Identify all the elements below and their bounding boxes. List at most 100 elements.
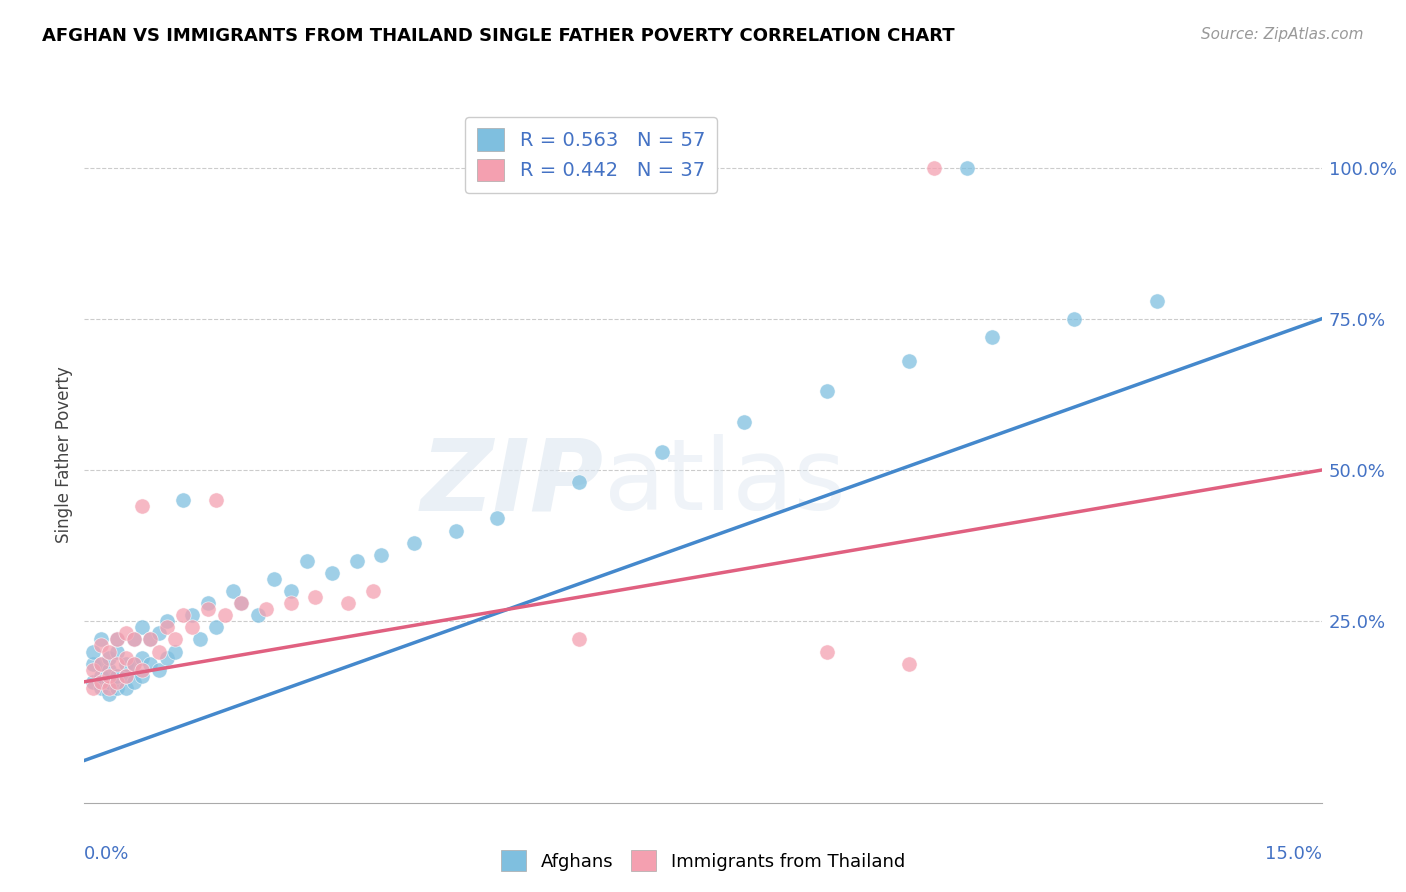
Y-axis label: Single Father Poverty: Single Father Poverty — [55, 367, 73, 543]
Point — [139, 632, 162, 647]
Text: AFGHAN VS IMMIGRANTS FROM THAILAND SINGLE FATHER POVERTY CORRELATION CHART: AFGHAN VS IMMIGRANTS FROM THAILAND SINGL… — [42, 27, 955, 45]
Point — [956, 161, 979, 175]
Point — [98, 644, 121, 658]
Point — [246, 608, 269, 623]
Point — [82, 657, 104, 671]
Point — [165, 632, 187, 647]
Point — [156, 650, 179, 665]
Point — [114, 650, 136, 665]
Point — [90, 657, 112, 671]
Point — [131, 663, 153, 677]
Point — [1063, 311, 1085, 326]
Point — [980, 330, 1002, 344]
Point — [98, 681, 121, 695]
Point — [105, 674, 128, 689]
Point — [337, 596, 360, 610]
Point — [361, 584, 384, 599]
Point — [90, 669, 112, 683]
Point — [114, 681, 136, 695]
Point — [346, 554, 368, 568]
Point — [214, 608, 236, 623]
Point — [105, 632, 128, 647]
Point — [1146, 293, 1168, 308]
Point — [114, 657, 136, 671]
Point — [98, 650, 121, 665]
Point — [197, 602, 219, 616]
Point — [98, 669, 121, 683]
Point — [205, 620, 228, 634]
Point — [131, 669, 153, 683]
Point — [898, 657, 921, 671]
Point — [98, 674, 121, 689]
Point — [105, 669, 128, 683]
Point — [90, 674, 112, 689]
Point — [122, 632, 145, 647]
Point — [370, 548, 392, 562]
Point — [82, 681, 104, 695]
Text: Source: ZipAtlas.com: Source: ZipAtlas.com — [1201, 27, 1364, 42]
Point — [485, 511, 508, 525]
Point — [197, 596, 219, 610]
Point — [114, 626, 136, 640]
Point — [280, 596, 302, 610]
Point — [733, 415, 755, 429]
Point — [172, 493, 194, 508]
Point — [172, 608, 194, 623]
Point — [98, 663, 121, 677]
Point — [295, 554, 318, 568]
Point — [156, 615, 179, 629]
Point — [280, 584, 302, 599]
Point — [404, 535, 426, 549]
Point — [922, 161, 945, 175]
Point — [122, 657, 145, 671]
Text: 0.0%: 0.0% — [84, 845, 129, 863]
Point — [156, 620, 179, 634]
Point — [139, 632, 162, 647]
Point — [90, 657, 112, 671]
Point — [131, 500, 153, 514]
Point — [131, 620, 153, 634]
Point — [105, 681, 128, 695]
Text: atlas: atlas — [605, 434, 845, 532]
Point — [651, 445, 673, 459]
Point — [148, 663, 170, 677]
Point — [568, 475, 591, 490]
Point — [321, 566, 343, 580]
Point — [815, 384, 838, 399]
Point — [114, 669, 136, 683]
Point — [568, 632, 591, 647]
Point — [82, 674, 104, 689]
Text: 15.0%: 15.0% — [1264, 845, 1322, 863]
Point — [165, 644, 187, 658]
Point — [122, 632, 145, 647]
Point — [898, 354, 921, 368]
Point — [105, 632, 128, 647]
Point — [98, 687, 121, 701]
Point — [222, 584, 245, 599]
Text: ZIP: ZIP — [420, 434, 605, 532]
Point — [131, 650, 153, 665]
Point — [205, 493, 228, 508]
Point — [105, 644, 128, 658]
Point — [90, 632, 112, 647]
Legend: R = 0.563   N = 57, R = 0.442   N = 37: R = 0.563 N = 57, R = 0.442 N = 37 — [465, 117, 717, 193]
Point — [139, 657, 162, 671]
Point — [444, 524, 467, 538]
Point — [82, 644, 104, 658]
Point — [105, 657, 128, 671]
Point — [148, 626, 170, 640]
Point — [229, 596, 252, 610]
Point — [263, 572, 285, 586]
Point — [122, 657, 145, 671]
Point — [90, 681, 112, 695]
Point — [254, 602, 277, 616]
Point — [180, 608, 202, 623]
Point — [122, 674, 145, 689]
Point — [229, 596, 252, 610]
Point — [90, 639, 112, 653]
Legend: Afghans, Immigrants from Thailand: Afghans, Immigrants from Thailand — [494, 843, 912, 879]
Point — [114, 669, 136, 683]
Point — [304, 590, 326, 604]
Point — [180, 620, 202, 634]
Point — [188, 632, 211, 647]
